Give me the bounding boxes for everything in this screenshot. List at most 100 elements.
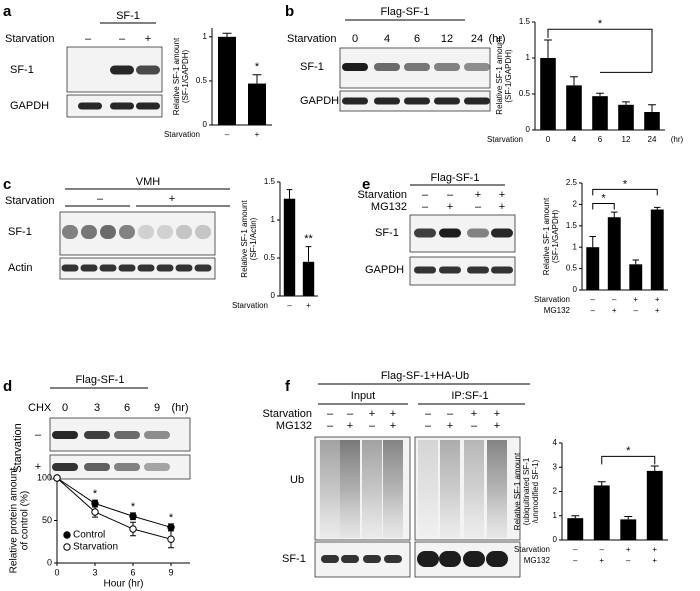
blot-band	[114, 463, 140, 471]
blot-band	[439, 266, 461, 274]
legend-label: Control	[73, 530, 105, 541]
bar	[567, 518, 584, 540]
blot-band	[439, 551, 461, 567]
panel-letter: b	[285, 3, 294, 20]
bar	[646, 470, 663, 540]
row-label: MG132	[276, 420, 312, 432]
y-tick-label: 4	[553, 438, 558, 447]
error-bar	[654, 206, 661, 210]
y-tick-label: 0.5	[196, 76, 208, 85]
lane-label: +	[471, 408, 477, 420]
error-bar	[648, 104, 656, 112]
blot-header: Flag-SF-1+HA-Ub	[381, 370, 469, 382]
lane-label: +	[494, 408, 500, 420]
blot-band	[374, 63, 400, 71]
lane-label: –	[369, 420, 376, 432]
y-tick-label: 0	[526, 125, 531, 134]
blot-band	[463, 551, 485, 567]
x-tick-label: +	[633, 295, 638, 304]
lane-label: +	[475, 189, 481, 201]
point	[129, 512, 137, 520]
blot-smear	[440, 440, 460, 538]
blot-band	[80, 264, 98, 272]
blot-smear	[340, 440, 360, 538]
blot-header: Flag-SF-1	[381, 6, 430, 18]
bar	[644, 112, 660, 130]
lane-label: +	[499, 189, 505, 201]
panel-letter: c	[3, 176, 11, 193]
x-tick-label: 6	[598, 135, 603, 144]
lane-label: 12	[441, 33, 453, 45]
lane-label: 6	[414, 33, 420, 45]
blot-band	[118, 264, 136, 272]
condition-label: +	[35, 461, 41, 473]
y-tick-label: 3	[553, 462, 558, 471]
blot-band	[119, 225, 135, 239]
blot-band	[321, 555, 339, 563]
x-tick-label: 12	[622, 135, 631, 144]
annotation: *	[131, 501, 136, 513]
lane-label: 0	[352, 33, 358, 45]
y-axis-label: Relative SF-1 amount	[542, 197, 551, 275]
y-tick-label: 1.5	[264, 177, 276, 186]
y-axis-label: Relative SF-1 amount	[513, 452, 522, 530]
blot-band	[157, 225, 173, 239]
x-tick-label: +	[599, 556, 604, 565]
error-bar	[544, 39, 552, 58]
bar	[248, 83, 266, 125]
x-tick-label: 0	[54, 567, 59, 577]
blot-smear	[320, 440, 340, 538]
bar	[593, 485, 610, 540]
lane-label: +	[369, 408, 375, 420]
blot-band	[110, 102, 134, 110]
x-tick-label: 0	[546, 135, 551, 144]
group-label: –	[97, 193, 104, 205]
y-tick-label: 0.5	[519, 89, 531, 98]
error-bar	[252, 74, 262, 84]
error-bar	[632, 259, 639, 265]
point	[167, 535, 175, 543]
lane-label: –	[347, 408, 354, 420]
blot-band	[384, 555, 402, 563]
row-label: Starvation	[262, 408, 312, 420]
y-tick-label: 2	[553, 487, 558, 496]
error-bar	[571, 515, 580, 519]
x-tick-label: –	[626, 556, 631, 565]
lane-label: –	[422, 189, 429, 201]
x-tick-label: +	[306, 301, 311, 310]
error-bar	[624, 515, 633, 520]
bar	[283, 198, 296, 296]
x-tick-label: +	[652, 556, 657, 565]
blot-smear	[418, 440, 438, 538]
row-label: Starvation	[287, 33, 337, 45]
blot-band	[467, 228, 489, 238]
blot-header: Flag-SF-1	[76, 374, 125, 386]
blot-band	[467, 266, 489, 274]
blot-band	[144, 431, 170, 439]
x-tick-label: 24	[648, 135, 657, 144]
x-tick-label: –	[612, 295, 617, 304]
blot-band	[404, 63, 430, 71]
lane-label: 9	[154, 402, 160, 414]
blot-band	[486, 551, 508, 567]
x-tick-label: +	[626, 545, 631, 554]
blot-band	[342, 97, 368, 105]
y-tick-label: 0.5	[566, 264, 578, 273]
error-bar	[597, 481, 606, 486]
y-tick-label: 1.5	[519, 17, 531, 26]
lane-label: –	[119, 33, 126, 45]
blot-band	[62, 225, 78, 239]
bracket	[547, 28, 653, 73]
x-tick-label: –	[287, 301, 292, 310]
bar	[566, 85, 582, 130]
y-tick-label: 2.5	[566, 178, 578, 187]
bracket	[601, 455, 656, 465]
lane-label: –	[327, 408, 334, 420]
legend-marker	[63, 531, 71, 539]
x-tick-label: –	[225, 130, 230, 139]
blot-smear	[362, 440, 382, 538]
lane-label: –	[425, 420, 432, 432]
x-tick-label: +	[655, 295, 660, 304]
x-tick-label: 9	[168, 567, 173, 577]
